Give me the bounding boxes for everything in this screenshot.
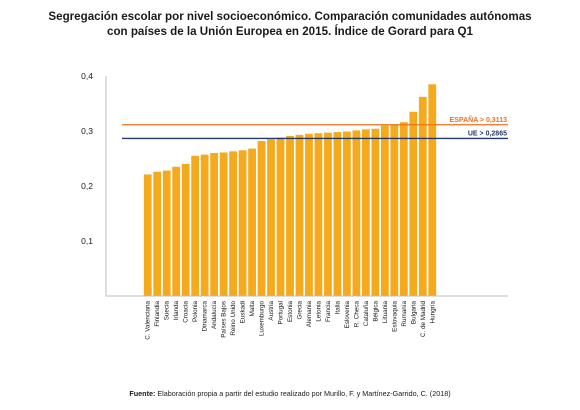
x-tick-label: Andalucía	[211, 301, 218, 330]
x-tick-label: Dinamarca	[202, 301, 209, 332]
x-tick-label: Rumanía	[401, 301, 408, 327]
bar	[229, 151, 237, 296]
x-tick-label: Croacia	[183, 301, 190, 323]
bar	[267, 139, 275, 296]
bar	[191, 155, 200, 296]
x-tick-label: Cataluña	[363, 301, 370, 327]
x-tick-label: Francia	[325, 301, 332, 322]
bar	[371, 128, 380, 296]
x-tick-label: Lituania	[382, 301, 389, 324]
bar	[153, 171, 162, 296]
y-tick-label: 0,3	[81, 126, 93, 136]
bars-layer	[143, 84, 437, 297]
chart-title-line-2: con países de la Unión Europea en 2015. …	[107, 25, 473, 38]
x-tick-label: Irlanda	[173, 301, 180, 321]
bar	[409, 111, 418, 296]
eu-reference-label: UE > 0,2865	[468, 130, 507, 137]
bar	[200, 154, 209, 296]
bar	[343, 131, 351, 296]
bar	[418, 96, 427, 297]
bar	[333, 132, 342, 296]
y-tick-label: 0,4	[81, 71, 93, 81]
chart-title: Segregación escolar por nivel socioeconó…	[0, 9, 580, 39]
bar	[172, 166, 181, 296]
x-tick-label: Grecia	[296, 301, 303, 320]
y-tick-label: 0,1	[81, 236, 93, 246]
x-tick-label: R. Checa	[353, 301, 360, 328]
source-text: Elaboración propia a partir del estudio …	[157, 389, 451, 398]
bar	[352, 130, 361, 296]
x-tick-label: Reino Unido	[230, 301, 237, 336]
bar	[219, 152, 228, 296]
x-tick-label: Italia	[334, 301, 341, 315]
x-tick-label: Portugal	[278, 301, 285, 324]
x-tick-label: C. Valenciana	[145, 301, 152, 340]
x-tick-label: Estonia	[287, 301, 294, 323]
x-tick-label: Suecia	[164, 301, 171, 321]
spain-reference-label: ESPAÑA > 0,3113	[450, 115, 508, 124]
bar	[399, 122, 408, 296]
bar	[324, 132, 332, 296]
bar	[162, 170, 171, 296]
x-tick-label: Eslovaquia	[391, 301, 398, 332]
x-tick-label: Finlandia	[154, 301, 161, 327]
bar	[314, 133, 323, 296]
x-tick-label: Austria	[268, 301, 275, 321]
bar	[305, 133, 313, 296]
y-tick-label: 0,2	[81, 181, 93, 191]
x-tick-label: Bulgaria	[410, 301, 417, 325]
bar	[295, 134, 304, 296]
bar	[210, 153, 219, 296]
bar	[286, 135, 294, 296]
bar	[248, 148, 256, 296]
bar	[143, 174, 152, 296]
x-tick-label: Letonia	[315, 301, 322, 322]
source-label: Fuente:	[129, 389, 156, 398]
x-tick-label: Eslovenia	[344, 301, 351, 329]
bar	[238, 150, 247, 296]
labels-layer: C. Valenciana Finlandia Suecia Irlanda Croac…	[81, 71, 507, 340]
bar	[361, 129, 370, 296]
bar	[380, 125, 389, 296]
bar	[428, 84, 437, 296]
x-tick-label: Bélgica	[372, 301, 379, 322]
x-tick-label: Alemania	[306, 301, 313, 328]
reference-lines-layer	[122, 124, 508, 140]
x-tick-label: Países Bajos	[221, 301, 228, 338]
x-tick-label: Euskadi	[240, 301, 247, 323]
bar	[181, 164, 190, 296]
x-tick-label: Luxemburgo	[259, 301, 266, 337]
source-note: Fuente: Elaboración propia a partir del …	[0, 389, 580, 398]
x-tick-label: Polonia	[192, 301, 199, 323]
x-tick-label: C. de Madrid	[420, 301, 427, 338]
bar	[276, 137, 285, 296]
chart-title-line-1: Segregación escolar por nivel socioeconó…	[48, 10, 532, 23]
bar	[257, 140, 266, 296]
bar	[390, 124, 399, 297]
x-tick-label: Malta	[249, 301, 256, 317]
axes-layer	[105, 76, 508, 297]
x-tick-label: Hungría	[429, 301, 436, 324]
